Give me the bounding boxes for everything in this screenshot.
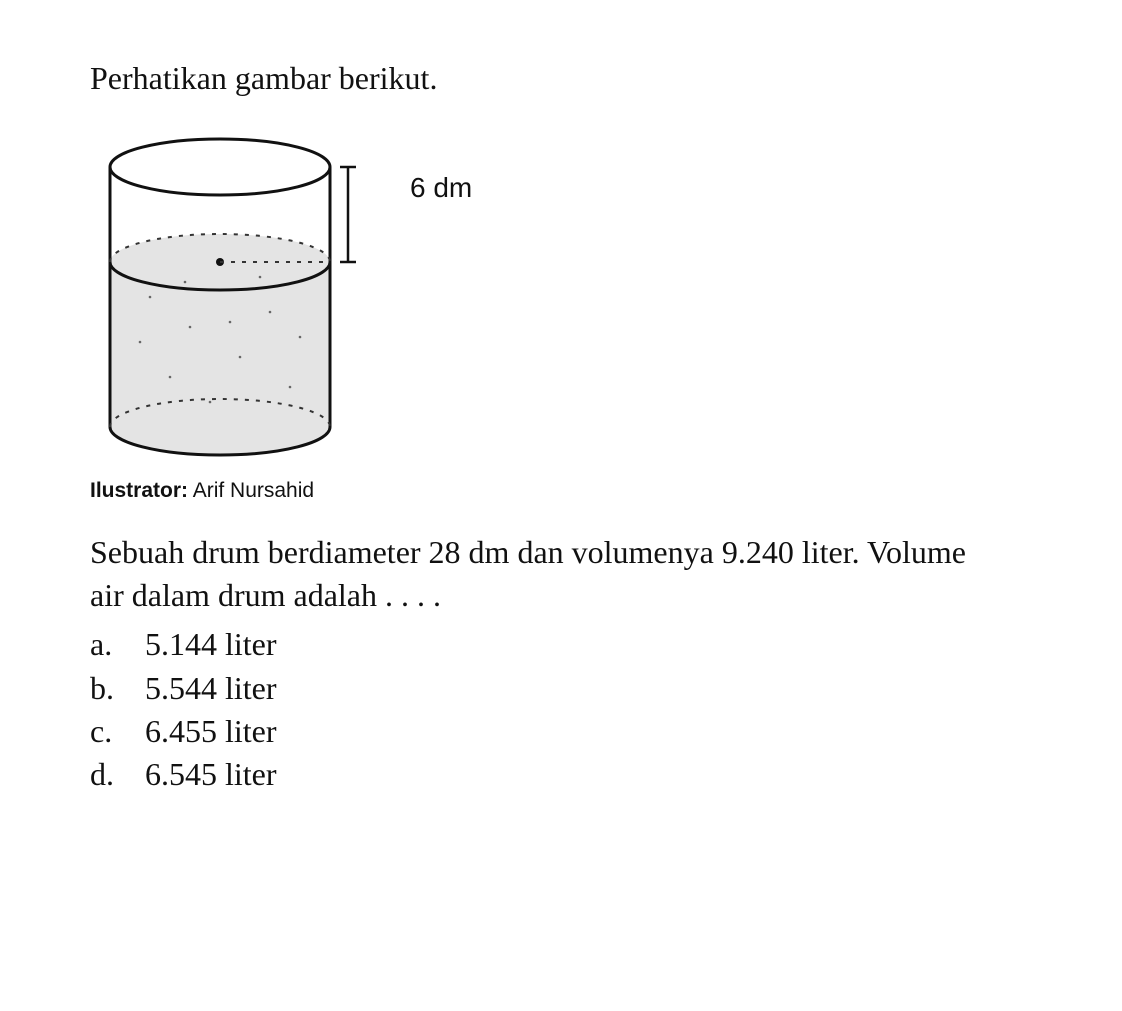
choice-letter: b. bbox=[90, 667, 145, 710]
illustrator-credit: Ilustrator: Arif Nursahid bbox=[90, 479, 990, 503]
choice-text: 5.144 liter bbox=[145, 623, 990, 666]
choice-text: 5.544 liter bbox=[145, 667, 990, 710]
choice-item: a. 5.144 liter bbox=[90, 623, 990, 666]
figure-area: 6 dm bbox=[90, 127, 990, 467]
choice-item: b. 5.544 liter bbox=[90, 667, 990, 710]
question-block: Perhatikan gambar berikut. bbox=[90, 60, 990, 796]
question-body: Sebuah drum berdiameter 28 dm dan volume… bbox=[90, 531, 990, 617]
dimension-label: 6 dm bbox=[410, 172, 472, 204]
choice-list: a. 5.144 liter b. 5.544 liter c. 6.455 l… bbox=[90, 623, 990, 796]
choice-item: c. 6.455 liter bbox=[90, 710, 990, 753]
choice-text: 6.455 liter bbox=[145, 710, 990, 753]
question-title: Perhatikan gambar berikut. bbox=[90, 60, 990, 97]
illustrator-label: Ilustrator: bbox=[90, 479, 188, 502]
choice-letter: a. bbox=[90, 623, 145, 666]
choice-item: d. 6.545 liter bbox=[90, 753, 990, 796]
choice-letter: c. bbox=[90, 710, 145, 753]
choice-letter: d. bbox=[90, 753, 145, 796]
drum-figure bbox=[90, 127, 390, 467]
choice-text: 6.545 liter bbox=[145, 753, 990, 796]
illustrator-name: Arif Nursahid bbox=[188, 479, 314, 502]
